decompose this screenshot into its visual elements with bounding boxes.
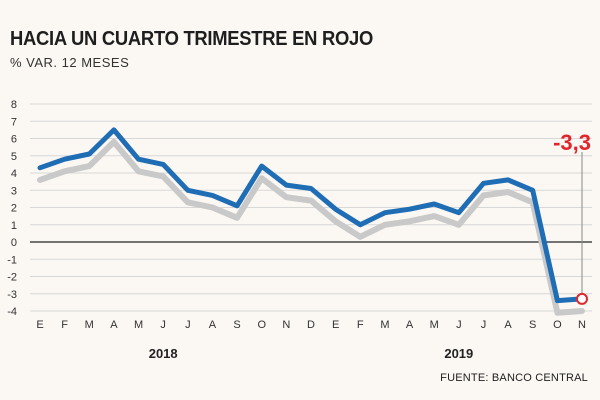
x-tick-label: J (185, 319, 191, 331)
x-tick-label: A (406, 319, 414, 331)
year-label: 2018 (149, 346, 178, 361)
y-axis-ticks: -4 -3 -2 -1 0 1 2 3 4 5 6 7 8 (7, 99, 17, 318)
y-tick-label: -2 (7, 272, 17, 284)
gridlines (30, 103, 592, 312)
x-tick-label: O (553, 319, 562, 331)
x-tick-label: J (481, 319, 487, 331)
chart-subtitle: % VAR. 12 MESES (10, 55, 130, 70)
y-tick-label: 0 (11, 237, 17, 249)
y-tick-label: 2 (11, 203, 17, 215)
y-tick-label: 5 (11, 151, 17, 163)
chart-title: HACIA UN CUARTO TRIMESTRE EN ROJO (10, 28, 374, 50)
x-tick-label: E (36, 319, 43, 331)
y-tick-label: 3 (11, 185, 17, 197)
x-tick-label: A (209, 319, 217, 331)
x-tick-label: J (160, 319, 166, 331)
y-tick-label: 8 (11, 99, 17, 111)
x-tick-label: M (134, 319, 143, 331)
y-tick-label: -4 (7, 306, 17, 318)
y-tick-label: 4 (11, 168, 17, 180)
x-tick-label: N (578, 319, 586, 331)
y-tick-label: 6 (11, 134, 17, 146)
y-tick-label: -1 (7, 254, 17, 266)
main-series (37, 127, 585, 304)
year-label: 2019 (444, 346, 473, 361)
x-tick-label: F (61, 319, 68, 331)
x-tick-label: O (257, 319, 266, 331)
x-tick-label: M (85, 319, 94, 331)
x-tick-label: F (357, 319, 364, 331)
annotation-marker (576, 292, 588, 305)
x-tick-label: S (233, 319, 240, 331)
main-series-line (37, 127, 585, 304)
y-tick-label: 7 (11, 116, 17, 128)
year-labels: 2018 2019 (149, 346, 474, 361)
annotation: -3,3 (553, 130, 591, 305)
y-tick-label: 1 (11, 220, 17, 232)
x-tick-label: M (430, 319, 439, 331)
shadow-series (37, 138, 585, 316)
source-note: FUENTE: BANCO CENTRAL (440, 372, 588, 384)
x-tick-label: M (380, 319, 389, 331)
x-tick-label: A (110, 319, 118, 331)
x-tick-label: D (307, 319, 315, 331)
annotation-value: -3,3 (553, 130, 591, 155)
x-tick-label: J (456, 319, 462, 331)
y-tick-label: -3 (7, 289, 17, 301)
shadow-series-line (37, 138, 585, 316)
x-tick-label: E (332, 319, 339, 331)
x-tick-label: N (282, 319, 290, 331)
x-tick-label: A (504, 319, 512, 331)
x-tick-label: S (529, 319, 536, 331)
